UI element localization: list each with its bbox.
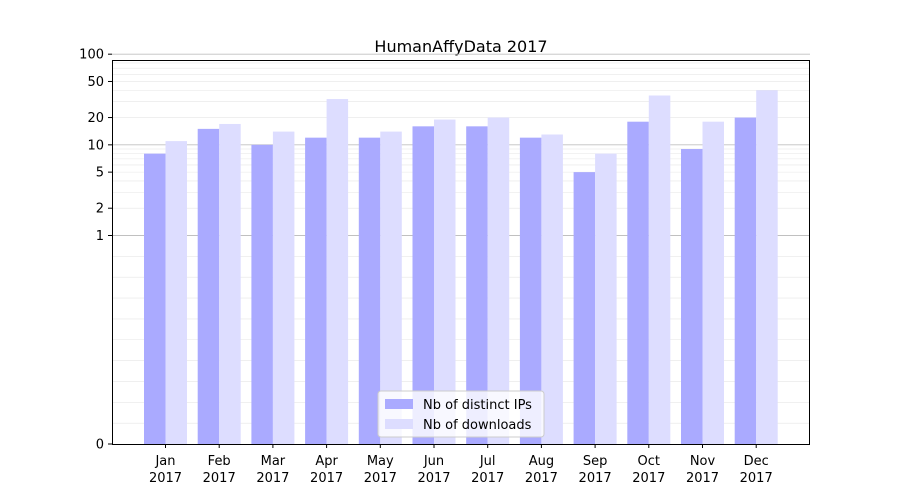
x-tick-label-month: Oct <box>638 454 660 469</box>
y-tick-label: 1 <box>96 229 104 244</box>
y-tick-label: 5 <box>96 166 104 181</box>
x-tick-label-month: Apr <box>315 454 338 469</box>
legend-swatch-distinct-ips <box>385 399 413 409</box>
x-tick-label-year: 2017 <box>740 471 773 486</box>
legend-swatch-downloads <box>385 419 413 429</box>
x-tick-label-month: May <box>367 454 394 469</box>
bar-downloads <box>541 134 563 445</box>
legend: Nb of distinct IPs Nb of downloads <box>377 390 545 438</box>
x-tick-label-year: 2017 <box>579 471 612 486</box>
bar-distinct-ips <box>144 153 166 444</box>
bar-downloads <box>272 131 295 444</box>
bar-distinct-ips <box>627 121 649 444</box>
bar-distinct-ips <box>197 128 220 445</box>
legend-box <box>377 390 545 438</box>
bar-downloads <box>756 90 778 445</box>
y-tick-label: 0 <box>96 438 104 453</box>
bar-distinct-ips <box>358 137 381 444</box>
x-tick-label-year: 2017 <box>310 471 343 486</box>
bar-downloads <box>434 119 456 444</box>
bar-distinct-ips <box>573 172 596 444</box>
x-tick-label-year: 2017 <box>471 471 504 486</box>
bar-distinct-ips <box>519 137 542 444</box>
bar-downloads <box>380 131 402 444</box>
bar-distinct-ips <box>251 144 273 444</box>
x-tick-label-month: Dec <box>744 454 769 469</box>
bar-downloads <box>648 95 671 444</box>
bar-downloads <box>595 153 617 444</box>
x-tick-label-month: Jun <box>423 454 444 469</box>
x-tick-label-year: 2017 <box>256 471 289 486</box>
x-tick-label-year: 2017 <box>525 471 558 486</box>
bar-distinct-ips <box>681 148 703 444</box>
x-tick-label-month: Mar <box>261 454 286 469</box>
x-tick-label-year: 2017 <box>364 471 397 486</box>
y-tick-label: 10 <box>87 138 104 153</box>
x-tick-label-month: Aug <box>529 454 554 469</box>
x-axis: Jan 2017 Feb 2017 Mar 2017 Apr 2017 May 2017 Jun 20… <box>149 444 773 486</box>
y-tick-label: 20 <box>87 111 104 126</box>
bar-downloads <box>702 121 724 444</box>
bar-distinct-ips <box>734 117 757 445</box>
y-tick-label: 2 <box>96 202 104 217</box>
bar-distinct-ips <box>305 137 327 444</box>
x-tick-label-month: Jul <box>479 454 496 469</box>
y-tick-label: 100 <box>79 48 104 63</box>
x-tick-label-year: 2017 <box>632 471 665 486</box>
x-tick-label-year: 2017 <box>203 471 236 486</box>
x-tick-label-month: Jan <box>154 454 175 469</box>
bar-downloads <box>165 141 187 444</box>
plot-frame <box>112 60 810 445</box>
bar-distinct-ips <box>466 126 488 445</box>
chart-title: HumanAffyData 2017 <box>374 37 547 56</box>
y-tick-label: 50 <box>87 75 104 90</box>
x-tick-label-year: 2017 <box>686 471 719 486</box>
bars <box>144 90 778 445</box>
x-tick-label-year: 2017 <box>417 471 450 486</box>
bar-distinct-ips <box>412 126 434 445</box>
x-tick-label-month: Feb <box>208 454 231 469</box>
legend-label-downloads: Nb of downloads <box>423 418 532 433</box>
x-tick-label-year: 2017 <box>149 471 182 486</box>
bar-downloads <box>487 117 510 445</box>
legend-label-distinct-ips: Nb of distinct IPs <box>423 398 532 413</box>
bar-downloads <box>326 99 349 445</box>
y-axis: 0 1 2 5 10 20 50 100 <box>79 48 112 453</box>
x-tick-label-month: Sep <box>583 454 608 469</box>
x-tick-label-month: Nov <box>690 454 716 469</box>
bar-downloads <box>219 123 241 444</box>
